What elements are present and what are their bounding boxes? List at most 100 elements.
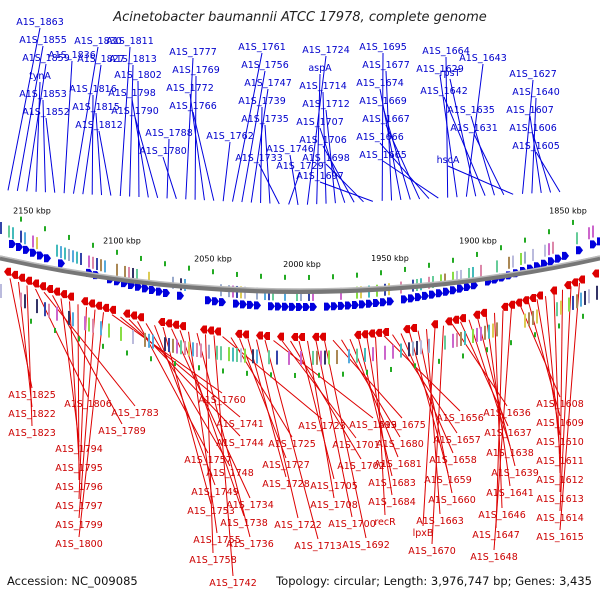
forward-gene-leader xyxy=(316,73,321,205)
feature-block xyxy=(480,326,482,341)
gc-marker xyxy=(68,234,70,240)
reverse-gene-arrow xyxy=(18,273,25,282)
forward-gene-label: A1S_1605 xyxy=(512,141,560,152)
forward-gene-leader xyxy=(129,64,134,197)
gc-marker xyxy=(534,332,536,338)
reverse-gene-label: A1S_1741 xyxy=(216,419,264,430)
feature-block xyxy=(32,235,34,248)
feature-block xyxy=(296,288,298,301)
forward-gene-arrow xyxy=(16,242,23,251)
reverse-gene-label: A1S_1611 xyxy=(536,456,584,467)
reverse-gene-leader xyxy=(417,330,453,494)
reverse-gene-label: A1S_1789 xyxy=(98,426,146,437)
reverse-gene-label: A1S_1614 xyxy=(536,513,584,524)
feature-block xyxy=(328,350,330,365)
feature-block xyxy=(456,332,458,347)
reverse-gene-arrow xyxy=(242,330,249,339)
feature-block xyxy=(300,289,302,301)
reverse-gene-leader xyxy=(128,318,241,437)
reverse-gene-leader xyxy=(247,338,287,478)
reverse-gene-arrow xyxy=(123,309,130,318)
forward-gene-label: hscA xyxy=(437,155,460,166)
forward-gene-arrow xyxy=(296,302,303,311)
feature-block xyxy=(48,303,50,318)
gc-marker xyxy=(188,265,190,271)
forward-gene-arrow xyxy=(436,289,443,298)
reverse-gene-leader xyxy=(493,307,512,551)
reverse-gene-label: A1S_1700 xyxy=(328,519,376,530)
forward-gene-leader xyxy=(470,115,495,196)
forward-gene-arrow xyxy=(9,239,16,248)
feature-block xyxy=(228,347,230,362)
feature-block xyxy=(468,267,470,280)
reverse-gene-label: A1S_1675 xyxy=(378,420,426,431)
reverse-gene-arrow xyxy=(67,292,74,301)
feature-block xyxy=(196,342,198,357)
gc-marker xyxy=(236,271,238,277)
accession-label: Accession: NC_009085 xyxy=(7,574,138,588)
reverse-gene-leader xyxy=(324,340,367,539)
feature-block xyxy=(208,344,210,359)
forward-gene-label: A1S_1813 xyxy=(109,54,157,65)
forward-gene-arrow xyxy=(149,286,156,295)
feature-block xyxy=(36,237,38,250)
feature-block xyxy=(272,288,274,301)
forward-gene-arrow xyxy=(338,301,345,310)
reverse-gene-leader xyxy=(392,334,458,434)
reverse-gene-leader xyxy=(559,289,563,493)
reverse-gene-label: recR xyxy=(374,517,396,528)
reverse-gene-leader xyxy=(409,331,449,474)
reverse-gene-arrow xyxy=(452,315,459,324)
reverse-gene-label: A1S_1701 xyxy=(332,440,380,451)
feature-block xyxy=(240,348,242,363)
reverse-gene-arrow xyxy=(431,320,438,329)
gc-marker xyxy=(270,372,272,378)
forward-gene-label: A1S_1666 xyxy=(356,132,404,143)
forward-gene-label: A1S_1735 xyxy=(241,114,289,125)
forward-gene-leader xyxy=(232,52,263,202)
forward-gene-leader xyxy=(529,115,542,194)
gc-marker xyxy=(500,245,502,251)
feature-block xyxy=(340,287,342,300)
forward-gene-leader xyxy=(382,106,411,200)
reverse-gene-leader xyxy=(69,301,80,462)
reverse-gene-arrow xyxy=(298,332,305,341)
gc-marker xyxy=(390,366,392,372)
feature-block xyxy=(100,259,102,272)
forward-gene-arrow xyxy=(233,299,240,308)
reverse-gene-label: A1S_1613 xyxy=(536,494,584,505)
forward-gene-leader xyxy=(447,165,514,195)
gc-marker xyxy=(380,270,382,276)
reverse-gene-arrow xyxy=(179,322,186,331)
forward-gene-arrow xyxy=(23,245,30,254)
reverse-gene-label: A1S_1656 xyxy=(436,413,484,424)
feature-block xyxy=(276,350,278,365)
forward-gene-leader xyxy=(241,70,266,203)
feature-block xyxy=(532,248,534,261)
reverse-gene-leader xyxy=(495,310,504,529)
feature-block xyxy=(288,350,290,365)
reverse-gene-leader xyxy=(171,328,251,499)
gc-marker xyxy=(174,361,176,367)
reverse-gene-label: A1S_1823 xyxy=(8,428,56,439)
gc-marker xyxy=(20,216,22,222)
feature-block xyxy=(24,294,26,309)
reverse-gene-label: A1S_1660 xyxy=(428,495,476,506)
forward-gene-label: A1S_1697 xyxy=(296,171,344,182)
reverse-gene-leader xyxy=(264,339,319,540)
reverse-gene-arrow xyxy=(256,331,263,340)
reverse-gene-leader xyxy=(111,314,223,394)
gc-marker xyxy=(198,365,200,371)
forward-gene-arrow xyxy=(548,257,555,266)
reverse-gene-arrow xyxy=(158,317,165,326)
feature-block xyxy=(232,347,234,362)
reverse-gene-leader xyxy=(77,304,80,481)
feature-block xyxy=(548,243,550,256)
feature-block xyxy=(116,263,118,276)
feature-block xyxy=(488,324,490,339)
feature-block xyxy=(148,333,150,348)
gc-marker xyxy=(54,327,56,333)
feature-block xyxy=(544,244,546,257)
feature-block xyxy=(312,288,314,301)
reverse-gene-label: A1S_1647 xyxy=(472,530,520,541)
